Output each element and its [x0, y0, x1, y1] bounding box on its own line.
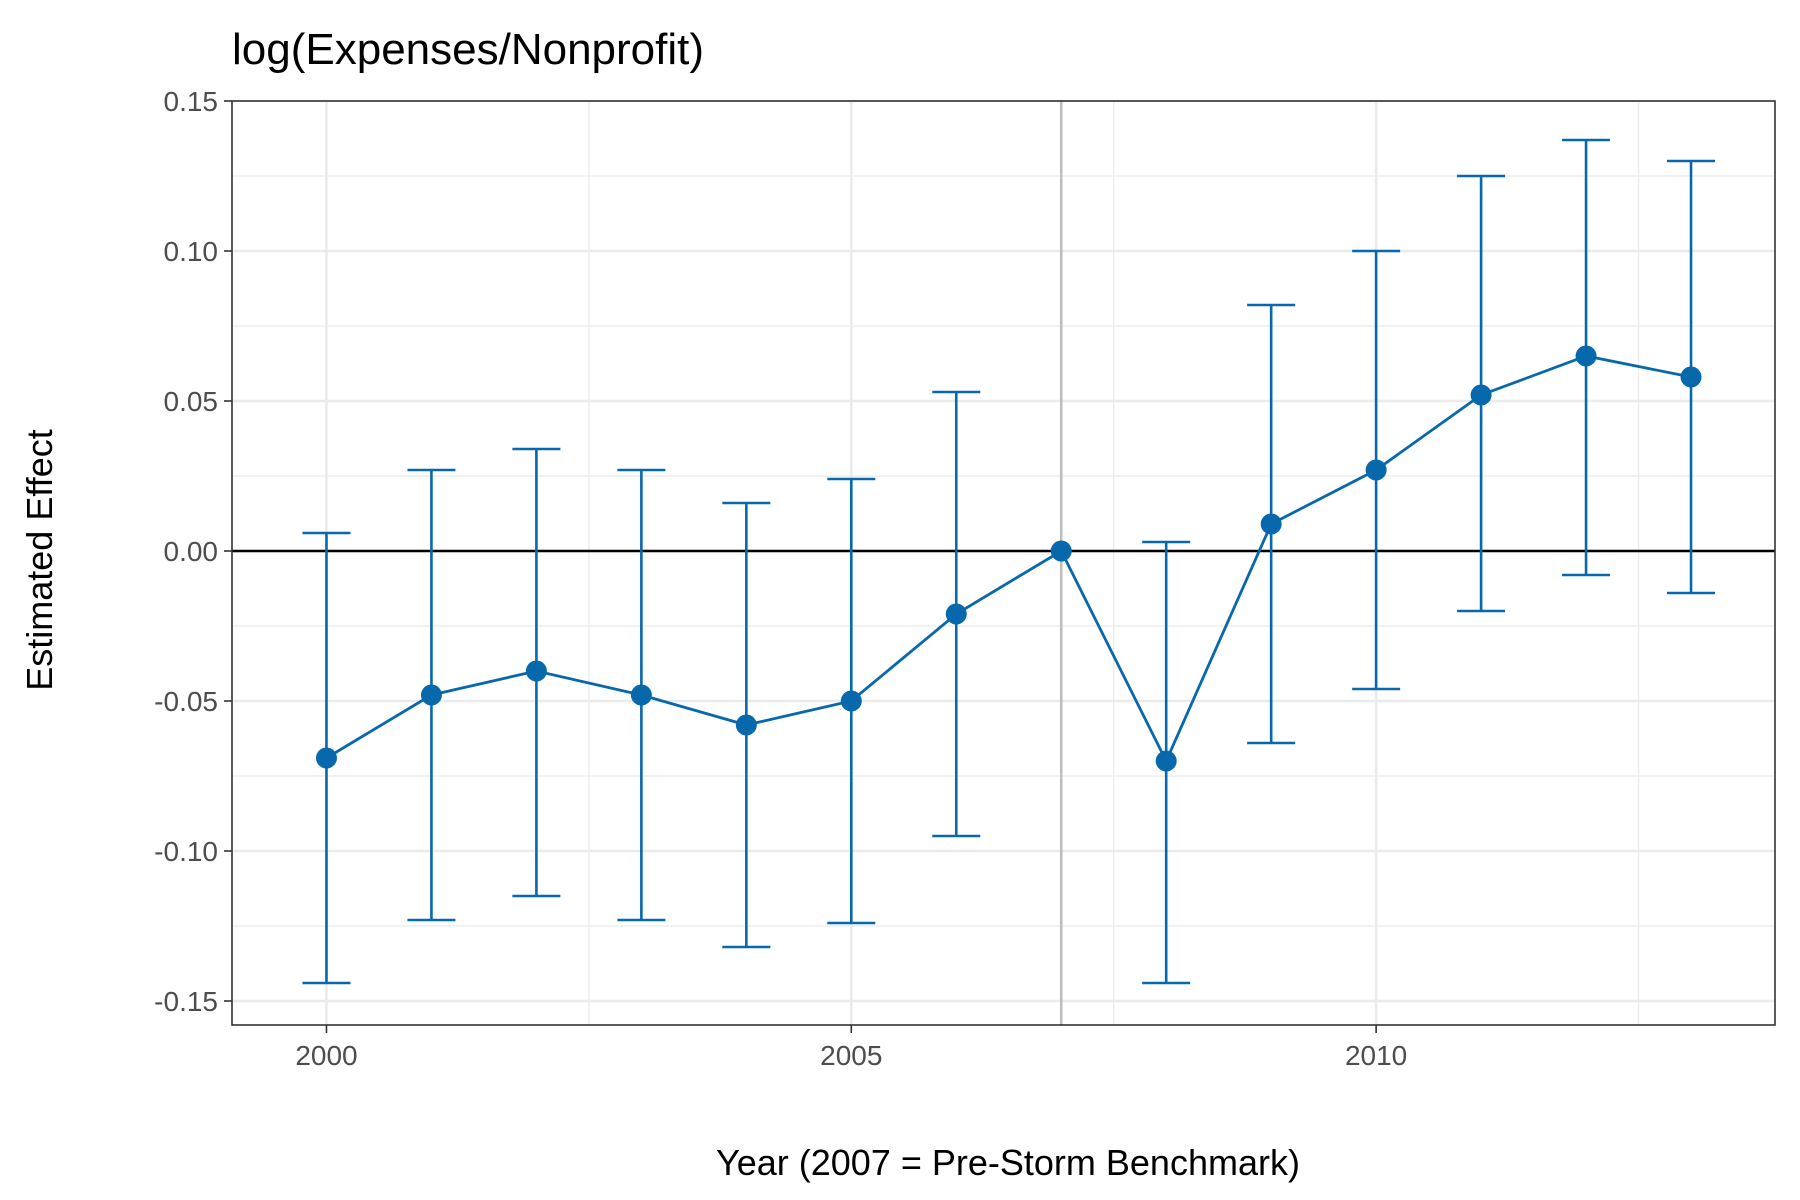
y-tick-label: 0.15 [164, 86, 219, 117]
x-axis-title: Year (2007 = Pre-Storm Benchmark) [716, 1142, 1300, 1183]
data-point [1155, 750, 1177, 772]
x-tick-label: 2000 [295, 1040, 357, 1071]
y-tick-label: -0.10 [154, 836, 218, 867]
data-point [630, 684, 652, 706]
data-point [840, 690, 862, 712]
data-point [315, 747, 337, 769]
plot-panel-border [231, 100, 1776, 1026]
data-point [1575, 345, 1597, 367]
y-tick-label: -0.15 [154, 986, 218, 1017]
data-point [945, 603, 967, 625]
y-tick-label: -0.05 [154, 686, 218, 717]
y-tick-label: 0.10 [164, 236, 219, 267]
x-tick-label: 2010 [1345, 1040, 1407, 1071]
data-point [525, 660, 547, 682]
chart-title: log(Expenses/Nonprofit) [232, 25, 704, 74]
x-tick-label: 2005 [820, 1040, 882, 1071]
plot-area: -0.15 -0.10 -0.05 0.00 0.05 0.10 0.15 2000 2005 2… [154, 86, 1776, 1071]
data-point [1260, 513, 1282, 535]
data-point [1365, 459, 1387, 481]
y-axis-title: Estimated Effect [19, 429, 60, 690]
y-tick-label: 0.00 [164, 536, 219, 567]
data-point [1050, 540, 1072, 562]
series-line [325, 354, 1692, 765]
data-point [1470, 384, 1492, 406]
data-point [420, 684, 442, 706]
y-tick-label: 0.05 [164, 386, 219, 417]
data-point [735, 714, 757, 736]
data-point [1680, 366, 1702, 388]
